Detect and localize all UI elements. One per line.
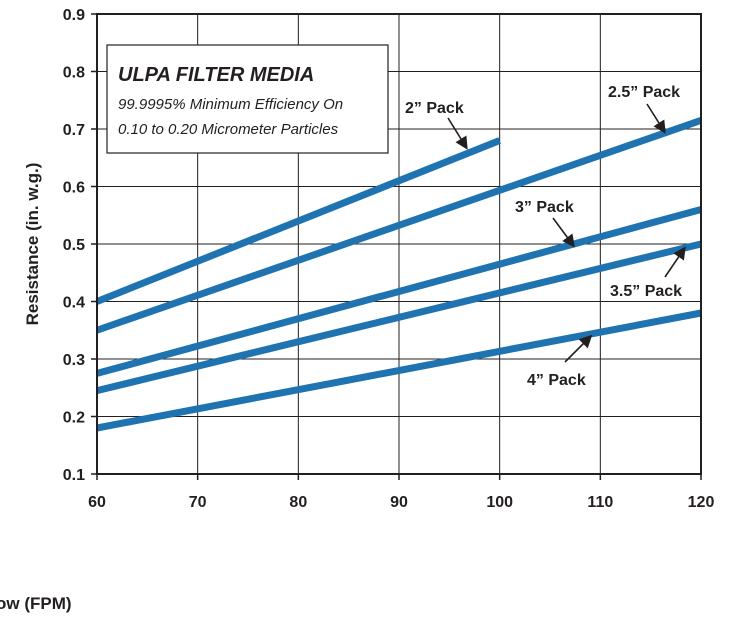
y-tick-label: 0.9 (63, 7, 85, 24)
x-tick-label: 110 (587, 494, 613, 511)
y-tick-label: 0.4 (63, 295, 85, 312)
series-group (95, 117, 703, 432)
annotation-arrow (664, 246, 686, 278)
tick-labels: 60 70 80 90 100 110 120 0.1 0.2 0.3 0.4 0.5 0.6 0.7 0.… (63, 7, 715, 511)
x-tick-label: 80 (289, 494, 307, 511)
series-line-3 (96, 240, 702, 395)
annotation-2-5in-pack: 2.5” Pack (608, 84, 680, 101)
y-tick-label: 0.7 (63, 122, 85, 139)
legend-box: ULPA FILTER MEDIA 99.9995% Minimum Effic… (106, 44, 389, 154)
x-tick-label: 120 (688, 494, 715, 511)
x-tick-label: 70 (189, 494, 207, 511)
y-tick-label: 0.1 (63, 467, 85, 484)
legend-line-2: 0.10 to 0.20 Micrometer Particles (118, 121, 339, 138)
y-tick-label: 0.8 (63, 65, 85, 82)
y-axis-label: Resistance (in. w.g.) (23, 163, 42, 326)
x-tick-label: 100 (486, 494, 513, 511)
series-annotations: 2” Pack 2.5” Pack 3” Pack 3.5” Pack 4” P… (405, 84, 686, 389)
series-line-1 (95, 117, 703, 334)
x-tick-label: 90 (390, 494, 408, 511)
x-tick-label: 60 (88, 494, 106, 511)
x-axis-label: ow (FPM) (0, 594, 72, 613)
annotation-arrow (447, 117, 468, 150)
resistance-chart: 60 70 80 90 100 110 120 0.1 0.2 0.3 0.4 0.5 0.6 0.7 0.… (23, 7, 715, 511)
series-line-2 (96, 206, 702, 377)
y-tick-label: 0.6 (63, 180, 85, 197)
annotation-2in-pack: 2” Pack (405, 100, 464, 117)
legend-frame (106, 44, 389, 154)
legend-title: ULPA FILTER MEDIA (118, 64, 314, 86)
y-tick-label: 0.2 (63, 410, 85, 427)
y-tick-label: 0.5 (63, 237, 85, 254)
annotation-3in-pack: 3” Pack (515, 199, 574, 216)
annotation-4in-pack: 4” Pack (527, 372, 586, 389)
series-line-4 (96, 309, 702, 432)
annotation-3-5in-pack: 3.5” Pack (610, 283, 682, 300)
annotation-arrow (646, 103, 666, 134)
legend-line-1: 99.9995% Minimum Efficiency On (118, 96, 343, 113)
y-tick-label: 0.3 (63, 352, 85, 369)
series-line-0 (95, 137, 501, 305)
annotation-arrow (552, 217, 575, 248)
annotation-arrow (564, 334, 593, 363)
